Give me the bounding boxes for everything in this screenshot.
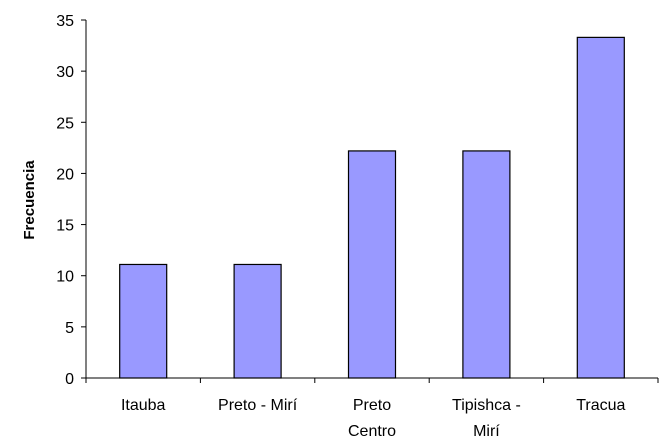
bar-preto-mir-	[233, 263, 282, 379]
y-tick-label: 20	[56, 166, 74, 183]
x-tick-label-line: Tracua	[576, 397, 625, 414]
y-tick-label: 25	[56, 115, 74, 132]
y-tick-label: 30	[56, 64, 74, 81]
x-tick-label: Tracua	[576, 397, 625, 414]
x-tick-label-line: Preto	[353, 397, 391, 414]
bar-preto-centro	[347, 150, 397, 379]
x-tick-label-line: Mirí	[473, 423, 500, 440]
x-tick-label-line: Tipishca -	[452, 397, 521, 414]
y-tick-label: 15	[56, 218, 74, 235]
x-axis-ticks: Itauba Preto - Mirí Preto Centro Tipishca - M…	[85, 378, 659, 440]
bar-tipishca-mir-	[462, 150, 511, 379]
x-tick-label: Preto - Mirí	[218, 397, 298, 414]
y-axis-title: Frecuencia	[21, 160, 38, 240]
bar-tracua	[576, 36, 625, 379]
x-tick-label-line: Preto - Mirí	[218, 397, 298, 414]
bar-itauba	[119, 263, 168, 379]
y-axis-ticks: 0 5 10 15 20 25 30 35	[56, 13, 86, 388]
x-tick-label: Tipishca - Mirí	[452, 397, 521, 440]
x-tick-label: Preto Centro	[348, 397, 396, 440]
bars	[119, 36, 625, 379]
x-tick-label-line: Centro	[348, 423, 396, 440]
x-tick-label: Itauba	[121, 397, 166, 414]
y-tick-label: 5	[65, 320, 74, 337]
x-tick-label-line: Itauba	[121, 397, 166, 414]
y-tick-label: 35	[56, 13, 74, 30]
y-tick-label: 0	[65, 371, 74, 388]
y-tick-label: 10	[56, 269, 74, 286]
